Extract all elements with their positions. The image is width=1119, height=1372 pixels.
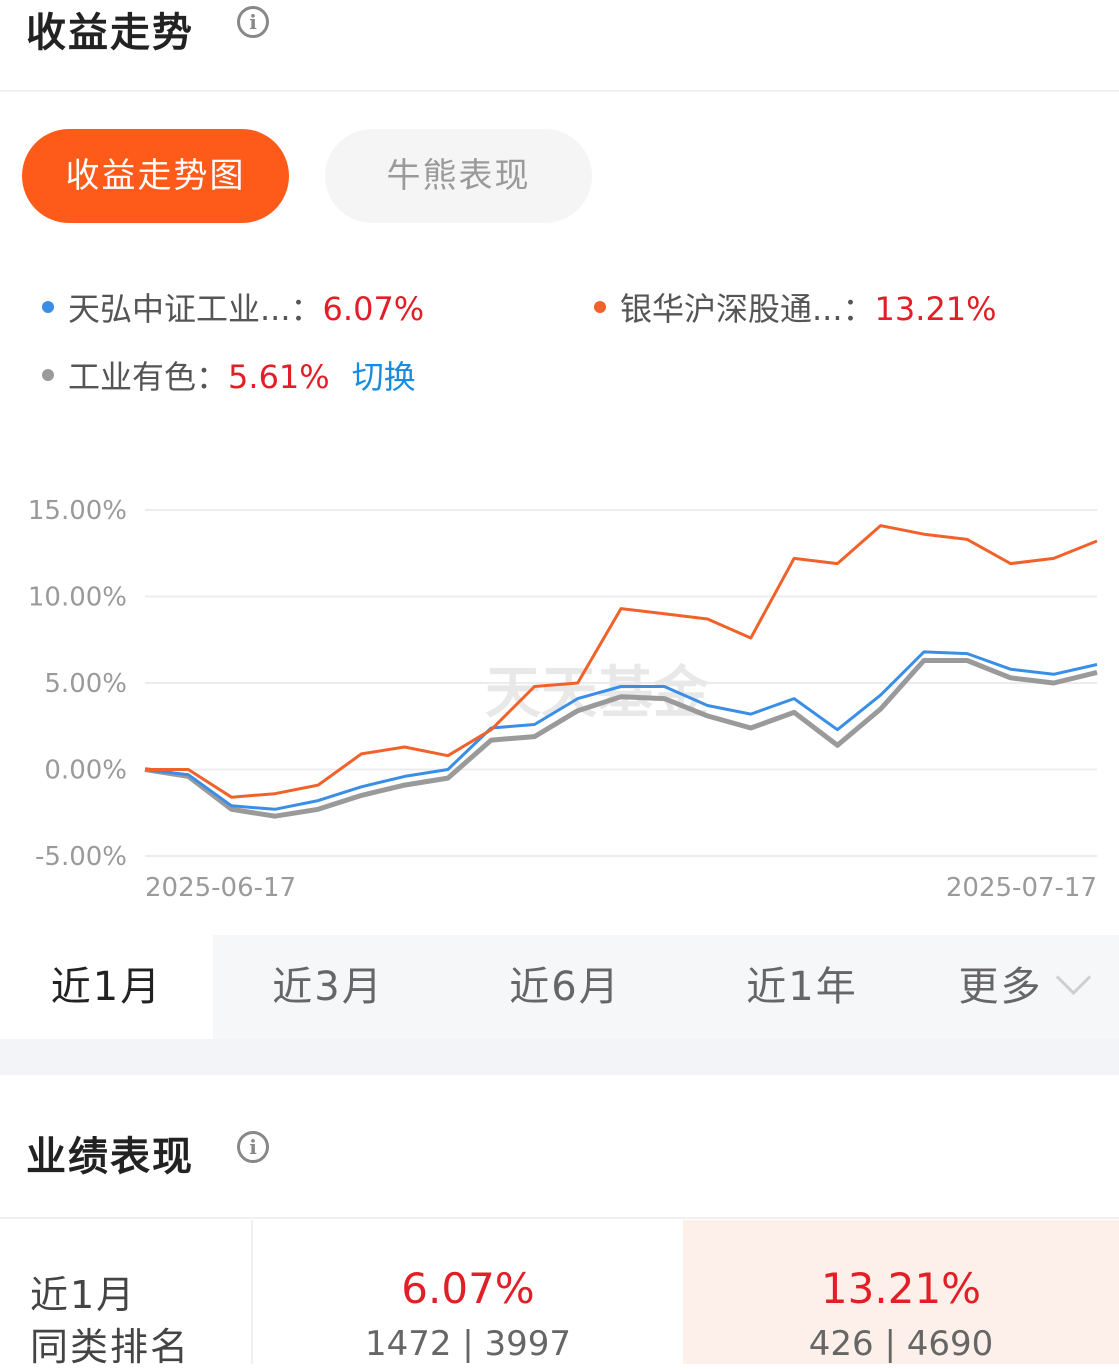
legend-separator: ：: [196, 358, 229, 396]
x-tick-label: 2025-06-17: [145, 873, 296, 903]
y-tick-label: 10.00%: [28, 583, 127, 613]
period-6m[interactable]: 近6月: [509, 964, 621, 1010]
performance-info-icon[interactable]: i: [237, 1131, 269, 1163]
series-line-1: [145, 524, 1098, 799]
row-label-period: 近1月: [30, 1273, 137, 1317]
legend-value: 13.21%: [874, 290, 997, 328]
legend-item-fund-a: 天弘中证工业...：6.07%: [42, 284, 424, 330]
legend-item-industry: 工业有色：5.61% 切换: [42, 352, 416, 398]
legend-value: 6.07%: [322, 290, 425, 328]
tab-return-trend[interactable]: 收益走势图: [22, 129, 289, 223]
trend-section-title: 收益走势: [26, 10, 194, 56]
legend-separator: ：: [290, 290, 323, 328]
row-label-rank: 同类排名: [30, 1325, 191, 1369]
return-value: 6.07%: [401, 1264, 535, 1313]
legend-label: 工业有色: [68, 358, 197, 396]
trend-header-divider: [0, 90, 1119, 92]
y-tick-label: 5.00%: [44, 669, 127, 699]
legend-item-fund-b: 银华沪深股通...：13.21%: [594, 284, 997, 330]
series-line-2: [144, 658, 1098, 819]
rank-value: 1472 | 3997: [364, 1324, 572, 1364]
trend-info-icon[interactable]: i: [237, 6, 269, 38]
series-line-0: [144, 650, 1098, 811]
performance-cell-fund-b: 13.21% 426 | 4690: [683, 1220, 1119, 1364]
performance-row-label: 近1月 同类排名: [0, 1220, 253, 1369]
legend-separator: ：: [842, 290, 875, 328]
return-value: 13.21%: [820, 1264, 982, 1313]
period-1m[interactable]: 近1月: [0, 935, 213, 1039]
chevron-down-icon: [1055, 959, 1091, 996]
y-tick-label: 15.00%: [28, 496, 127, 526]
period-3m[interactable]: 近3月: [272, 964, 384, 1010]
tab-bull-bear[interactable]: 牛熊表现: [325, 129, 592, 223]
period-more[interactable]: 更多: [925, 935, 1119, 1039]
legend-dot-gray: [42, 369, 54, 381]
period-1y[interactable]: 近1年: [746, 964, 858, 1010]
y-tick-label: 0.00%: [44, 756, 127, 786]
period-more-label: 更多: [958, 964, 1043, 1010]
legend-label: 天弘中证工业...: [68, 290, 291, 328]
performance-cell-fund-a: 6.07% 1472 | 3997: [253, 1220, 683, 1364]
rank-value: 426 | 4690: [808, 1324, 994, 1364]
legend-dot-orange: [594, 301, 606, 313]
legend-value: 5.61%: [228, 358, 330, 396]
performance-row: 近1月 同类排名 6.07% 1472 | 3997 13.21% 426 | …: [0, 1220, 1119, 1369]
y-tick-label: -5.00%: [35, 842, 127, 872]
period-selector: 近1月 近3月 近6月 近1年 更多: [0, 935, 1119, 1039]
performance-header-divider: [0, 1217, 1119, 1219]
performance-section-title: 业绩表现: [26, 1134, 194, 1180]
legend-dot-blue: [42, 301, 54, 313]
section-gap: [0, 1039, 1119, 1075]
switch-link[interactable]: 切换: [351, 358, 416, 396]
return-trend-chart[interactable]: 15.00%10.00%5.00%0.00%-5.00% 天天基金 2025-0…: [0, 490, 1119, 920]
x-tick-label: 2025-07-17: [946, 873, 1097, 903]
legend-label: 银华沪深股通...: [620, 290, 843, 328]
